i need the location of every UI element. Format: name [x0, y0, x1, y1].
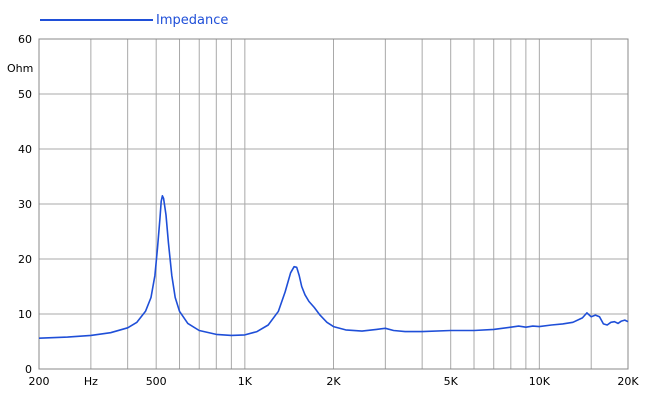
x-tick-label: 1K [238, 375, 253, 388]
legend: Impedance [40, 13, 228, 28]
x-tick-label: 5K [444, 375, 459, 388]
x-tick-label: 200 [29, 375, 50, 388]
impedance-line [38, 195, 629, 339]
plot-frame [38, 38, 629, 370]
x-tick-label: 10K [529, 375, 551, 388]
series-impedance [38, 195, 629, 339]
y-tick-label: 10 [18, 308, 32, 321]
x-tick-label: 20K [617, 375, 639, 388]
y-tick-label: 40 [18, 143, 32, 156]
y-tick-label: 30 [18, 198, 32, 211]
x-tick-label: Hz [84, 375, 98, 388]
y-tick-label: 60 [18, 33, 32, 46]
x-tick-label: 500 [146, 375, 167, 388]
legend-label: Impedance [156, 13, 228, 28]
gridlines [38, 38, 629, 370]
y-tick-label: 20 [18, 253, 32, 266]
tick-labels: 0 10 20 30 40 50 60 200 Hz 500 1K 2K 5K 10K 20K [18, 33, 639, 388]
y-tick-label: 50 [18, 88, 32, 101]
x-tick-label: 2K [326, 375, 341, 388]
y-tick-label: 0 [25, 363, 32, 376]
y-axis-label: Ohm [7, 62, 33, 75]
